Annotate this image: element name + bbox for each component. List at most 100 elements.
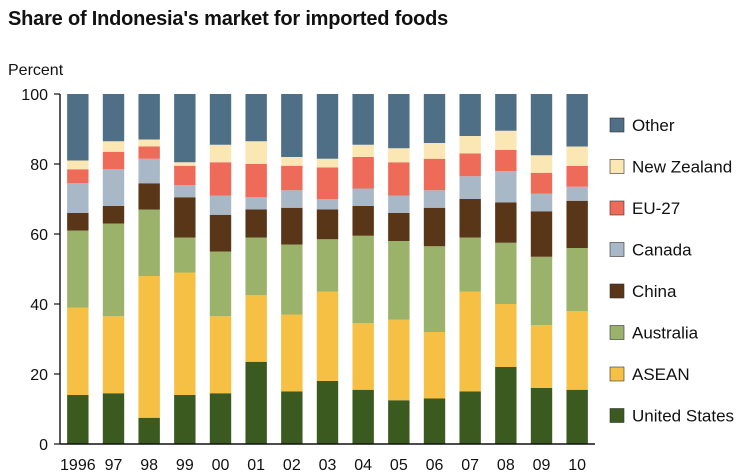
bar-segment xyxy=(102,206,125,224)
x-tick-label: 04 xyxy=(354,457,372,474)
bar-segment xyxy=(459,176,481,199)
bar-segment xyxy=(67,213,89,231)
bar-segment xyxy=(530,94,553,156)
x-tick-label: 97 xyxy=(105,457,123,474)
bar-segment xyxy=(566,389,588,444)
bar-segment xyxy=(388,94,410,149)
bar-segment xyxy=(209,316,232,394)
bar-segment xyxy=(209,144,232,163)
bar-segment xyxy=(281,157,303,166)
x-tick-label: 02 xyxy=(283,457,301,474)
bar-segment xyxy=(138,276,160,418)
x-tick-label: 10 xyxy=(568,457,586,474)
bar-segment xyxy=(209,393,232,444)
bar-segment xyxy=(102,141,125,152)
legend-swatch xyxy=(609,242,625,257)
legend-label: Canada xyxy=(632,241,692,260)
x-tick-label: 03 xyxy=(319,457,337,474)
x-tick-label: 00 xyxy=(212,457,230,474)
bar-segment xyxy=(530,155,553,173)
bar-segment xyxy=(209,251,232,317)
bar-segment xyxy=(388,319,410,401)
bar-segment xyxy=(102,316,125,394)
bar-segment xyxy=(352,188,374,206)
y-axis-label: Percent xyxy=(8,62,64,79)
bar-segment xyxy=(316,209,339,240)
bar-segment xyxy=(459,153,481,177)
legend-swatch xyxy=(609,117,625,133)
bar-segment xyxy=(138,209,160,276)
bar-segment xyxy=(138,183,160,210)
bar-segment xyxy=(281,207,303,245)
bar-segment xyxy=(566,311,588,390)
bar-segment xyxy=(352,323,374,390)
legend-label: United States xyxy=(632,407,734,426)
bar-segment xyxy=(316,239,339,292)
legend-swatch xyxy=(609,408,625,423)
bar-segment xyxy=(67,395,89,444)
bar-segment xyxy=(209,214,232,252)
bar-segment xyxy=(352,94,374,145)
bar-segment xyxy=(67,183,89,213)
bar-segment xyxy=(245,164,267,198)
bar-segment xyxy=(459,199,481,238)
x-tick-label: 08 xyxy=(497,457,515,474)
bar-segment xyxy=(388,148,410,163)
bar-segment xyxy=(209,195,232,215)
bar-segment xyxy=(566,165,588,187)
bar-segment xyxy=(245,141,267,164)
bar-segment xyxy=(495,367,517,444)
bar-segment xyxy=(316,94,339,159)
legend-label: EU-27 xyxy=(632,199,680,218)
bar-segment xyxy=(423,190,446,208)
bar-segment xyxy=(281,391,303,444)
legend-swatch xyxy=(609,283,625,299)
bar-segment xyxy=(495,171,517,203)
bar-segment xyxy=(566,146,588,166)
bar-segment xyxy=(352,206,374,236)
legend-label: ASEAN xyxy=(632,365,690,384)
bar-segment xyxy=(281,190,303,208)
bar-segment xyxy=(281,244,303,315)
bar-segment xyxy=(316,167,339,199)
x-tick-label: 99 xyxy=(176,457,194,474)
bar-segment xyxy=(67,169,89,184)
bar-segment xyxy=(495,242,517,304)
bar-segment xyxy=(388,195,410,213)
bar-segment xyxy=(209,94,232,145)
bar-segment xyxy=(102,223,125,317)
x-tick-label: 1996 xyxy=(60,457,96,474)
x-tick-label: 05 xyxy=(390,457,408,474)
bar-segment xyxy=(281,165,303,191)
bar-segment xyxy=(67,160,89,170)
y-tick-label: 20 xyxy=(30,367,48,384)
bar-segment xyxy=(530,325,553,388)
bar-segment xyxy=(316,199,339,210)
bar-segment xyxy=(102,169,125,206)
bar-segment xyxy=(174,94,196,163)
bar-segment xyxy=(352,157,374,189)
bar-segment xyxy=(495,304,517,367)
legend-label: New Zealand xyxy=(632,158,732,177)
bar-segment xyxy=(102,94,125,142)
y-tick-label: 80 xyxy=(30,157,48,174)
y-tick-label: 100 xyxy=(21,87,48,104)
bar-segment xyxy=(138,146,160,159)
bar-segment xyxy=(174,185,196,198)
bar-segment xyxy=(245,94,267,142)
legend-swatch xyxy=(609,325,625,340)
bar-segment xyxy=(459,391,481,444)
x-tick-label: 09 xyxy=(533,457,551,474)
bar-segment xyxy=(138,417,160,444)
legend-swatch xyxy=(609,366,625,382)
bars xyxy=(67,94,588,444)
bar-segment xyxy=(423,398,446,444)
bar-segment xyxy=(245,295,267,362)
bar-segment xyxy=(316,158,339,168)
bar-segment xyxy=(352,235,374,324)
x-tick-label: 06 xyxy=(426,457,444,474)
bar-segment xyxy=(459,291,481,392)
bar-segment xyxy=(174,197,196,238)
x-tick-label: 07 xyxy=(461,457,479,474)
